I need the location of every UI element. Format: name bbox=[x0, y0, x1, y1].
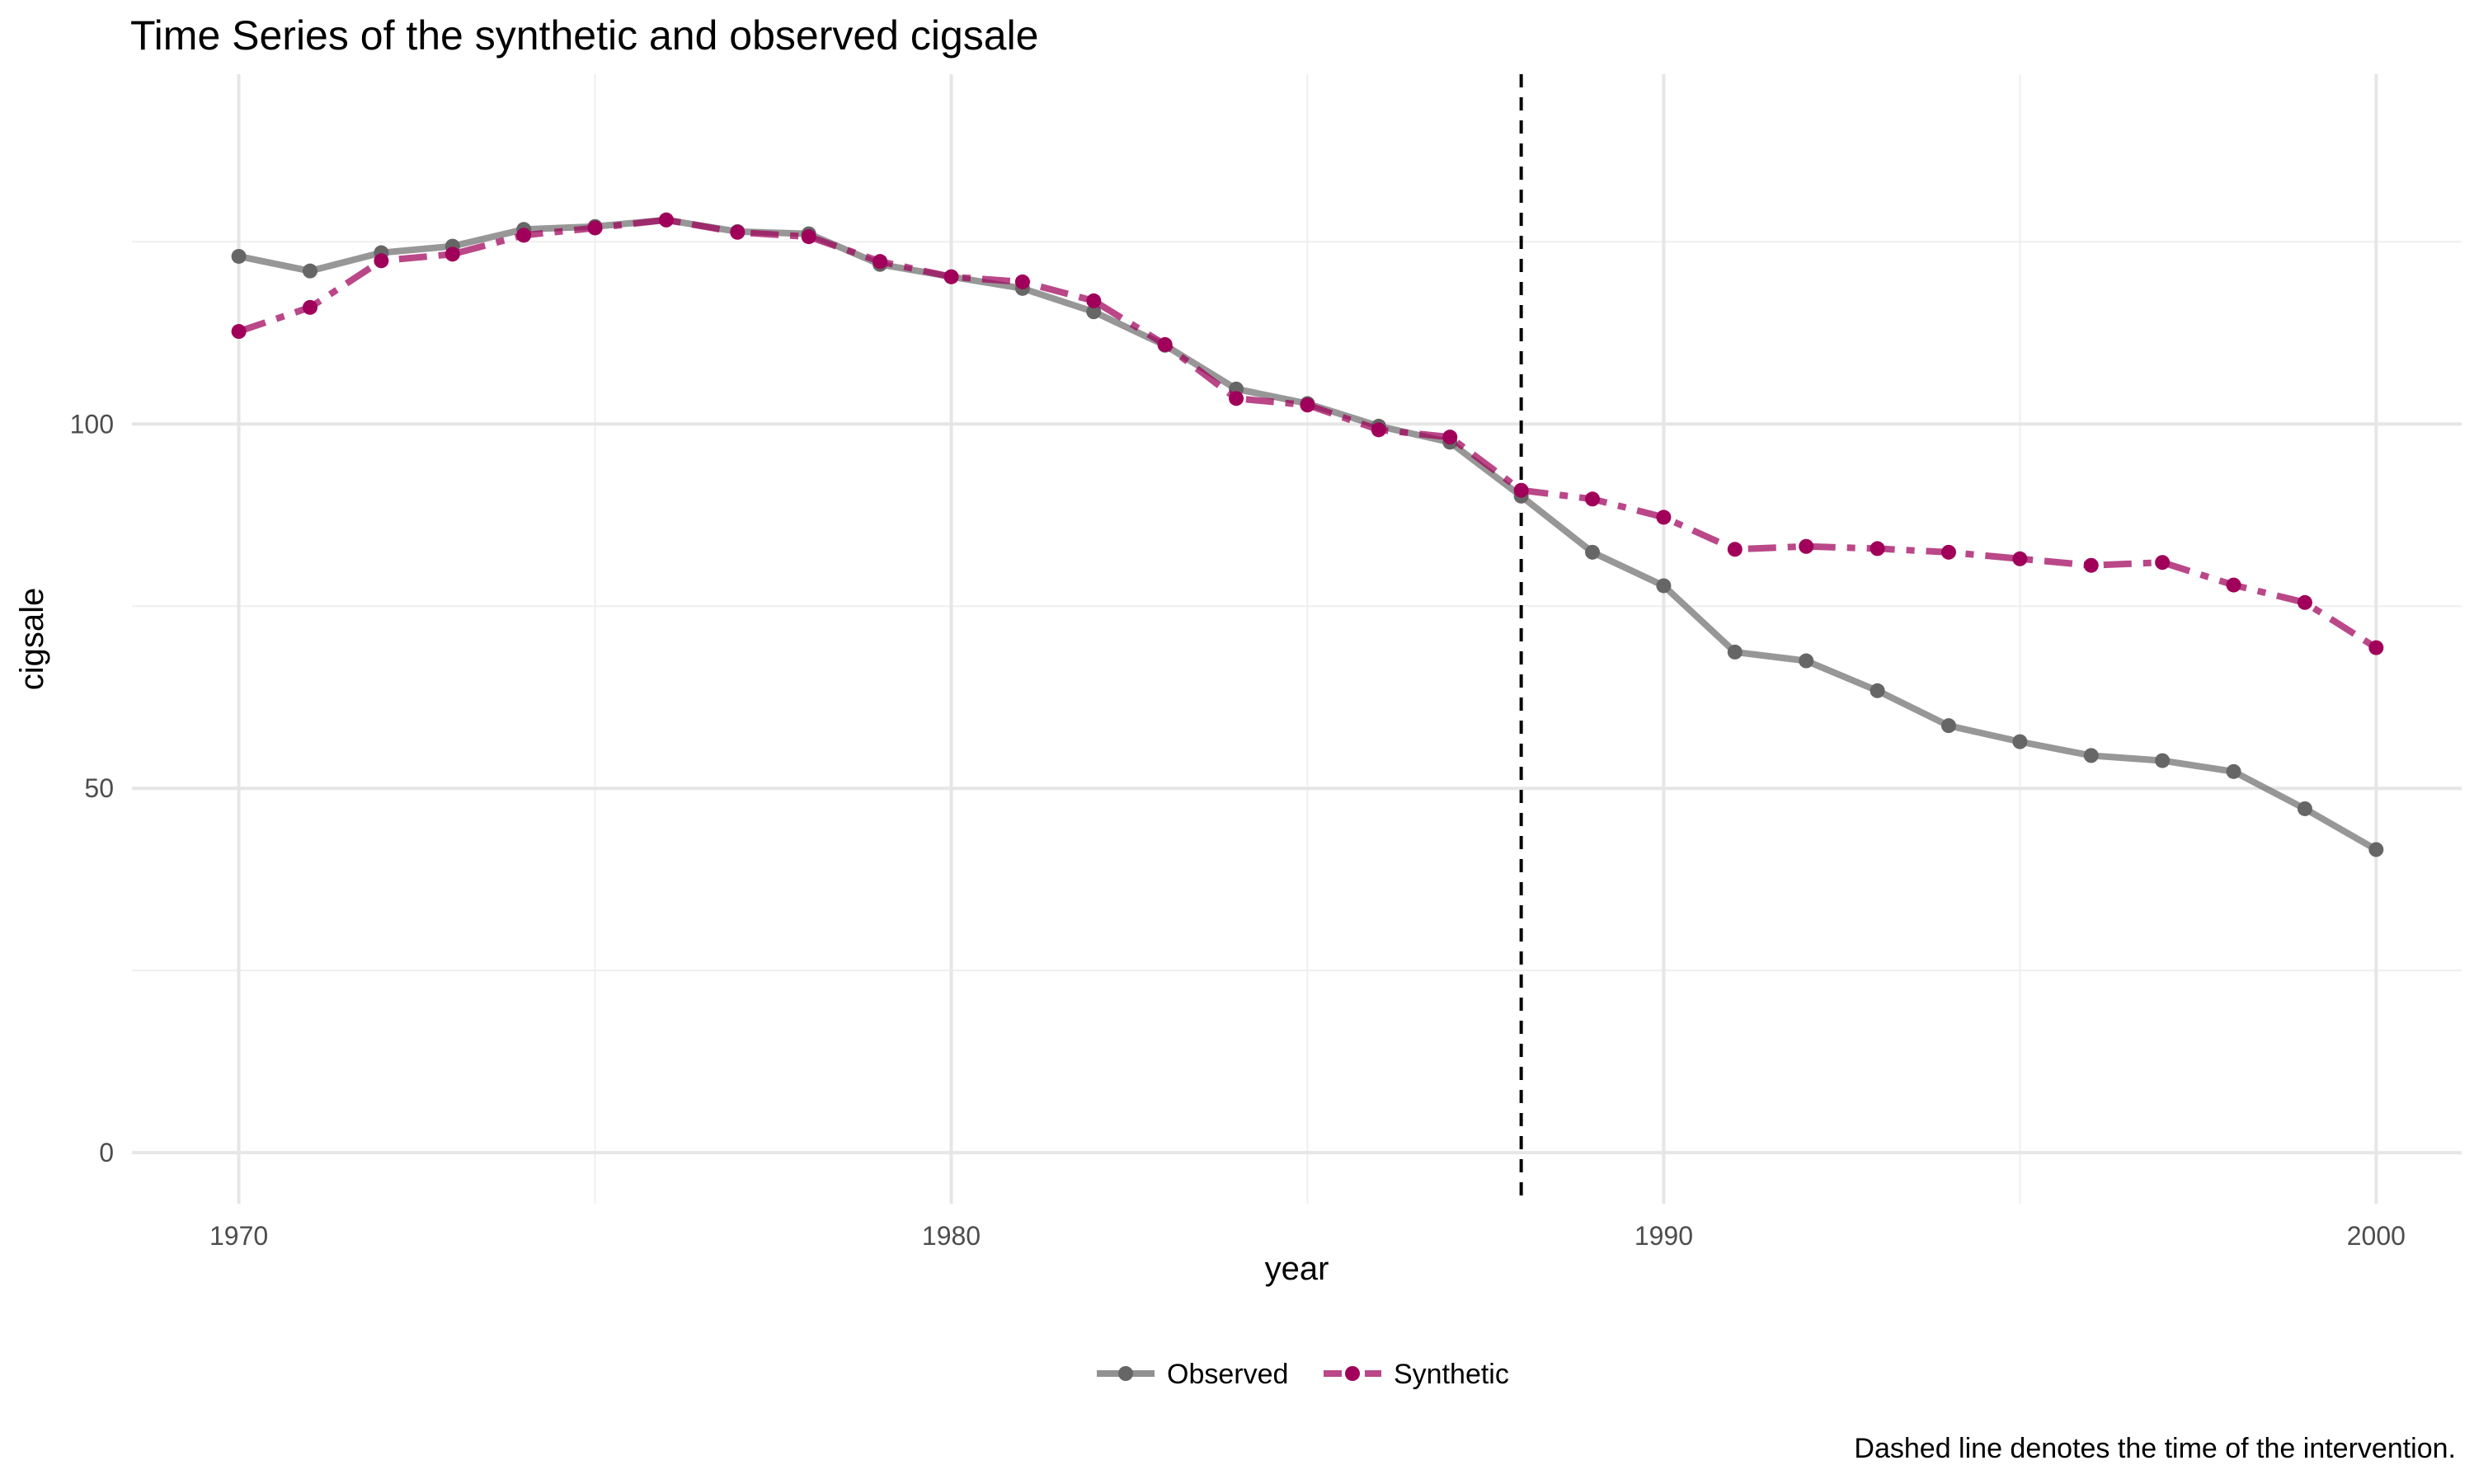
chart-title: Time Series of the synthetic and observe… bbox=[130, 12, 1039, 59]
axis-ticks: 1970 1980 1990 2000 0 50 100 bbox=[70, 409, 2406, 1251]
legend-item-synthetic: Synthetic bbox=[1324, 1359, 1509, 1390]
data-point-synthetic bbox=[1940, 544, 1956, 560]
data-point-synthetic bbox=[1442, 430, 1458, 445]
data-point-synthetic bbox=[231, 324, 247, 340]
data-point-synthetic bbox=[801, 229, 816, 245]
grid bbox=[132, 74, 2462, 1204]
data-point-observed bbox=[1870, 683, 1885, 698]
data-point-synthetic bbox=[2297, 594, 2312, 610]
legend-marker-observed bbox=[1118, 1366, 1133, 1381]
data-point-synthetic bbox=[1157, 336, 1173, 352]
data-point-synthetic bbox=[943, 269, 959, 284]
data-point-synthetic bbox=[2368, 640, 2384, 655]
data-point-observed bbox=[1940, 718, 1956, 734]
data-point-observed bbox=[2155, 753, 2171, 768]
x-tick-label: 2000 bbox=[2347, 1221, 2406, 1251]
data-point-observed bbox=[1727, 644, 1743, 660]
data-point-synthetic bbox=[302, 299, 317, 315]
chart-caption: Dashed line denotes the time of the inte… bbox=[1854, 1433, 2456, 1464]
data-point-observed bbox=[1799, 653, 1814, 669]
data-point-observed bbox=[1086, 304, 1102, 320]
series-layer bbox=[231, 212, 2384, 857]
data-point-synthetic bbox=[2083, 557, 2099, 573]
data-point-synthetic bbox=[872, 254, 888, 270]
data-point-synthetic bbox=[1229, 391, 1244, 406]
data-point-observed bbox=[2083, 748, 2099, 763]
data-point-synthetic bbox=[1656, 510, 1672, 525]
data-point-synthetic bbox=[1799, 538, 1814, 554]
data-point-synthetic bbox=[1727, 542, 1743, 557]
x-tick-label: 1970 bbox=[209, 1221, 268, 1251]
y-tick-label: 0 bbox=[99, 1138, 114, 1167]
y-axis-title: cigsale bbox=[14, 588, 50, 691]
data-point-observed bbox=[231, 248, 247, 264]
x-tick-label: 1980 bbox=[922, 1221, 981, 1251]
data-point-synthetic bbox=[658, 212, 674, 228]
data-point-synthetic bbox=[2226, 577, 2241, 593]
data-point-synthetic bbox=[1014, 274, 1030, 289]
data-point-synthetic bbox=[587, 220, 603, 236]
legend-item-observed: Observed bbox=[1097, 1359, 1288, 1390]
legend-label-synthetic: Synthetic bbox=[1394, 1359, 1509, 1390]
data-point-synthetic bbox=[730, 224, 745, 240]
data-point-synthetic bbox=[1086, 293, 1102, 308]
data-point-synthetic bbox=[374, 253, 389, 269]
data-point-observed bbox=[2012, 734, 2028, 749]
data-point-observed bbox=[2297, 801, 2312, 816]
data-point-synthetic bbox=[2155, 555, 2171, 571]
data-point-observed bbox=[1585, 544, 1601, 560]
data-point-synthetic bbox=[516, 228, 532, 243]
series-synthetic bbox=[231, 212, 2384, 655]
y-tick-label: 100 bbox=[70, 409, 114, 439]
y-tick-label: 50 bbox=[84, 773, 114, 803]
data-point-synthetic bbox=[1300, 397, 1315, 413]
data-point-synthetic bbox=[1870, 541, 1885, 556]
data-point-observed bbox=[302, 263, 317, 279]
data-point-synthetic bbox=[1585, 491, 1601, 507]
data-point-synthetic bbox=[2012, 551, 2028, 566]
legend-label-observed: Observed bbox=[1167, 1359, 1288, 1390]
data-point-observed bbox=[1656, 578, 1672, 594]
legend: Observed Synthetic bbox=[1097, 1359, 1509, 1390]
data-point-observed bbox=[2226, 763, 2241, 779]
data-point-observed bbox=[2368, 842, 2384, 857]
legend-marker-synthetic bbox=[1345, 1366, 1360, 1381]
data-point-synthetic bbox=[444, 247, 460, 262]
data-point-synthetic bbox=[1513, 482, 1529, 498]
x-axis-title: year bbox=[1265, 1251, 1329, 1287]
x-tick-label: 1990 bbox=[1634, 1221, 1693, 1251]
data-point-synthetic bbox=[1371, 422, 1386, 438]
